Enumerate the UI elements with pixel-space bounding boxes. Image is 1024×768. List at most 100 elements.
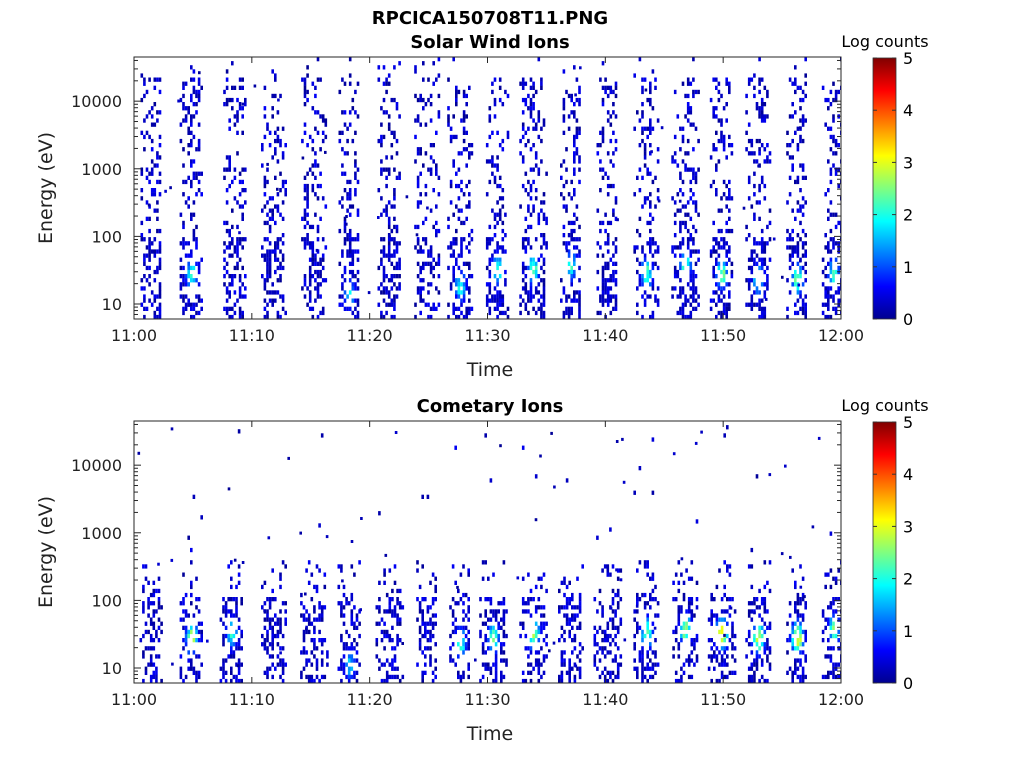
heatmap-cell [197, 269, 201, 275]
heatmap-cell [671, 155, 674, 160]
heatmap-cell [649, 89, 652, 95]
heatmap-cell [236, 237, 239, 242]
heatmap-cell [155, 678, 158, 683]
heatmap-cell [230, 666, 233, 671]
heatmap-cell [182, 118, 185, 123]
heatmap-cell [351, 253, 355, 258]
heatmap-cell [690, 617, 694, 622]
heatmap-cell [686, 167, 690, 172]
heatmap-cell [462, 642, 465, 647]
heatmap-cell [636, 257, 639, 262]
heatmap-cell [521, 110, 525, 115]
heatmap-cell [616, 218, 619, 222]
heatmap-cell [307, 560, 311, 565]
heatmap-cell [488, 241, 492, 246]
heatmap-cell [266, 257, 269, 262]
heatmap-cell [527, 597, 530, 602]
heatmap-cell [570, 228, 573, 234]
heatmap-cell [488, 114, 492, 119]
heatmap-cell [677, 617, 681, 622]
heatmap-cell [715, 257, 718, 262]
heatmap-cell [492, 678, 495, 683]
heatmap-cell [789, 555, 792, 559]
heatmap-cell [388, 662, 392, 667]
heatmap-cell [540, 613, 543, 618]
heatmap-cell [766, 646, 769, 651]
heatmap-cell [593, 662, 597, 667]
heatmap-cell [279, 138, 282, 144]
heatmap-cell [424, 237, 428, 242]
heatmap-cell [799, 204, 802, 209]
heatmap-cell [527, 237, 530, 242]
heatmap-cell [532, 167, 535, 172]
heatmap-cell [152, 646, 156, 651]
heatmap-cell [350, 642, 354, 647]
heatmap-cell [447, 118, 450, 123]
heatmap-cell [313, 642, 316, 647]
heatmap-cell [834, 151, 838, 156]
heatmap-cell [596, 208, 600, 213]
heatmap-cell [315, 662, 319, 667]
heatmap-cell [347, 633, 351, 639]
heatmap-cell [200, 515, 203, 520]
heatmap-cell [382, 249, 386, 254]
heatmap-cell [223, 102, 226, 107]
heatmap-cell [497, 625, 500, 630]
heatmap-cell [303, 85, 307, 90]
heatmap-cell [343, 151, 347, 156]
heatmap-cell [200, 629, 203, 635]
heatmap-cell [603, 638, 607, 643]
heatmap-cell [834, 666, 838, 671]
heatmap-cell [155, 674, 158, 680]
heatmap-cell [636, 245, 639, 250]
heatmap-cell [606, 85, 610, 90]
heatmap-cell [801, 114, 805, 119]
heatmap-cell [680, 674, 683, 680]
heatmap-cell [794, 584, 797, 590]
heatmap-cell [494, 609, 498, 614]
heatmap-cell [390, 155, 394, 160]
heatmap-cell [758, 183, 761, 189]
heatmap-cell [499, 444, 502, 448]
heatmap-cell [729, 606, 733, 610]
heatmap-cell [801, 122, 805, 127]
heatmap-cell [614, 633, 617, 639]
x-tick-label: 11:20 [347, 690, 393, 709]
heatmap-cell [157, 654, 161, 659]
heatmap-cell [150, 106, 154, 111]
heatmap-cell [418, 638, 422, 643]
axes-solar-wind: 11:00 11:10 11:20 11:30 11:40 11:50 12:0010100… [71, 56, 864, 345]
heatmap-cell [356, 278, 360, 283]
heatmap-cell [274, 290, 277, 295]
heatmap-cell [261, 274, 264, 279]
heatmap-cell [694, 208, 698, 213]
heatmap-cell [656, 286, 660, 291]
heatmap-cell [231, 314, 234, 319]
heatmap-cell [498, 274, 502, 279]
heatmap-cell [573, 134, 576, 140]
heatmap-cell [725, 204, 728, 209]
heatmap-cell [390, 286, 394, 291]
heatmap-cell [725, 302, 728, 307]
heatmap-cell [682, 625, 686, 630]
heatmap-cell [301, 216, 304, 221]
heatmap-cell [190, 138, 193, 144]
heatmap-cell [137, 451, 141, 455]
heatmap-cell [796, 638, 800, 643]
heatmap-cell [542, 278, 546, 283]
heatmap-cell [578, 179, 581, 185]
heatmap-cell [281, 294, 285, 299]
heatmap-cell [671, 196, 674, 201]
heatmap-cell [684, 220, 687, 226]
heatmap-cell [398, 261, 401, 266]
heatmap-cell [689, 278, 693, 283]
heatmap-cell [519, 294, 522, 299]
heatmap-cell [794, 670, 797, 675]
heatmap-cell [197, 93, 201, 99]
heatmap-cell [574, 664, 578, 668]
heatmap-cell [718, 568, 721, 573]
heatmap-cell [725, 253, 728, 258]
heatmap-cell [753, 662, 756, 667]
heatmap-cell [709, 306, 713, 311]
heatmap-cell [238, 294, 242, 299]
